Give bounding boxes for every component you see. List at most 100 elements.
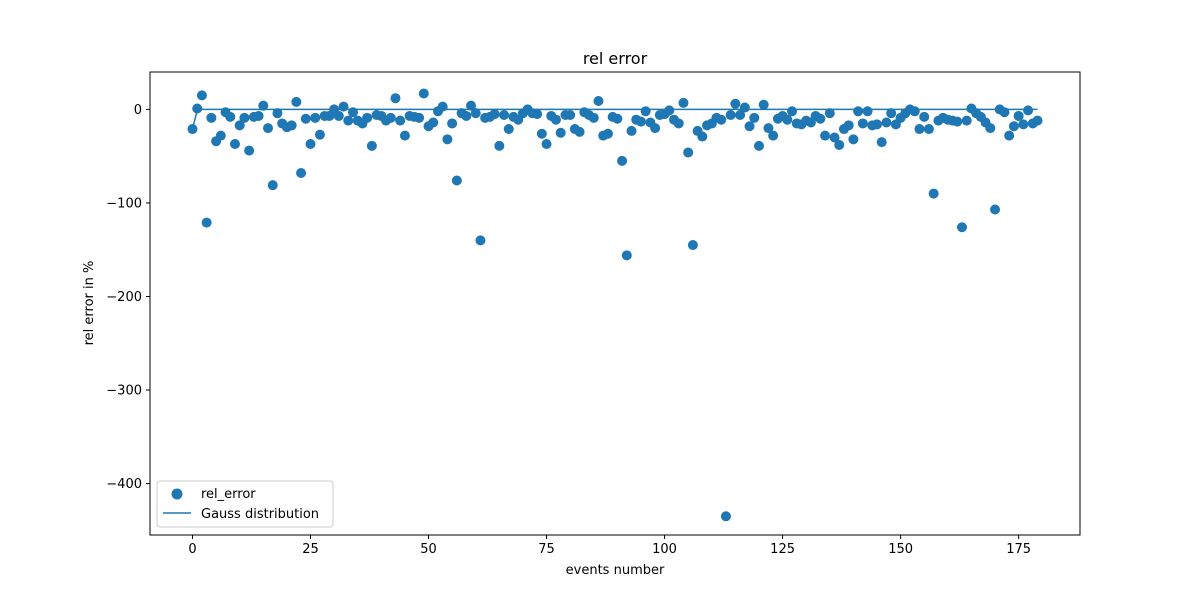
data-point [621,250,632,261]
data-point [532,109,543,120]
data-point [466,100,477,111]
x-tick-label: 0 [188,542,196,557]
legend: rel_error Gauss distribution [156,480,334,528]
data-point [286,120,297,131]
data-point [848,134,859,145]
data-point [418,88,429,99]
data-point [928,188,939,199]
data-point [489,109,500,120]
data-point [635,116,646,127]
data-point [244,145,255,156]
data-point [399,130,410,141]
data-point [574,126,585,137]
data-point [414,112,425,123]
legend-marker-rel-error [171,488,183,500]
data-point [390,93,401,104]
plot-layer [187,88,1043,522]
y-tick-label: 0 [134,103,142,118]
data-point [673,118,684,129]
data-point [239,112,250,123]
data-point [923,124,934,135]
data-point [588,112,599,123]
data-point [1004,130,1015,141]
data-point [291,96,302,107]
data-point [678,97,689,108]
data-point [768,130,779,141]
x-tick-label: 100 [652,542,677,557]
axes-layer: 0 25 50 75 100 125 150 175 0 −100 −200 −300 −400 [106,71,1081,557]
data-point [1013,110,1024,121]
y-tick-label: −100 [106,196,142,211]
x-tick-label: 150 [888,542,913,557]
data-point [886,108,897,119]
data-point [343,115,354,126]
data-point [990,204,1001,215]
data-point [206,112,217,123]
legend-label-gauss: Gauss distribution [201,507,319,522]
data-point [1018,119,1029,130]
x-tick-label: 75 [538,542,555,557]
axes-frame [149,71,1081,536]
data-point [758,99,769,110]
data-point [362,112,373,123]
data-point [366,140,377,151]
data-point [876,137,887,148]
data-point [201,217,212,228]
data-point [753,140,764,151]
data-point [834,139,845,150]
data-point [829,132,840,143]
data-point [225,111,236,122]
data-point [451,175,462,186]
y-tick-label: −200 [106,290,142,305]
data-point [815,113,826,124]
data-point [725,110,736,121]
data-point [914,124,925,135]
data-point [300,113,311,124]
data-point [720,511,731,522]
data-point [919,111,930,122]
data-point [763,123,774,134]
data-point [697,131,708,142]
data-point [787,106,798,117]
y-tick-label: −300 [106,384,142,399]
data-point [461,110,472,121]
data-point [687,240,698,251]
data-point [664,105,675,116]
y-tick-label: −400 [106,477,142,492]
data-point [961,115,972,126]
data-point [494,140,505,151]
data-point [683,147,694,158]
x-tick-label: 175 [1006,542,1031,557]
x-tick-label: 125 [770,542,795,557]
data-point [1008,121,1019,132]
y-axis-label: rel error in % [82,261,97,346]
legend-label-rel-error: rel_error [201,487,256,502]
data-point [296,168,307,179]
data-point [447,118,458,129]
data-point [952,116,963,127]
data-point [503,124,514,135]
x-tick-label: 25 [302,542,319,557]
data-point [196,90,207,101]
data-point [442,134,453,145]
data-point [602,128,613,139]
data-point [267,180,278,191]
data-point [541,139,552,150]
data-point [475,235,486,246]
data-point [881,117,892,128]
data-point [550,114,561,125]
data-point [253,110,264,121]
data-point [626,125,637,136]
data-point [824,108,835,119]
data-point [862,106,873,117]
data-point [310,112,321,123]
data-point [650,123,661,134]
data-point [395,115,406,126]
data-point [730,98,741,109]
data-point [1023,105,1034,116]
data-point [716,114,727,125]
data-point [333,110,344,121]
gauss-line [191,108,1038,130]
